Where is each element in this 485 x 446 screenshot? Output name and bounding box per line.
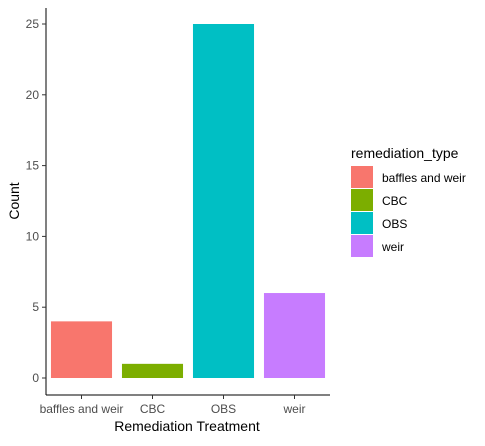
bar-cbc [121,363,184,378]
y-tick-label: 5 [32,300,39,314]
axes: 0 5 10 15 20 25 baffles and weir CBC OBS weir [26,8,330,416]
y-tick-label: 0 [32,371,39,385]
legend-label: baffles and weir [382,171,466,185]
x-tick-label: weir [282,402,305,416]
y-tick-label: 15 [26,159,40,173]
legend-key [351,189,373,211]
legend-key [351,166,373,188]
legend-label: OBS [382,217,407,231]
bar-weir [263,293,326,378]
y-tick-label: 10 [26,229,40,243]
legend-key [351,212,373,234]
x-tick-label: baffles and weir [40,402,124,416]
bar-baffles-and-weir [50,321,113,378]
legend-key [351,235,373,257]
x-axis-title: Remediation Treatment [114,418,260,434]
legend-label: CBC [382,194,408,208]
legend-label: weir [381,240,404,254]
y-tick-label: 20 [26,88,40,102]
legend: remediation_type baffles and weir CBC OBS w… [351,145,466,257]
x-tick-label: CBC [140,402,166,416]
y-axis-title: Count [6,182,22,219]
x-tick-label: OBS [211,402,236,416]
bar-obs [192,24,255,378]
plot-area [50,24,326,378]
legend-title: remediation_type [351,145,459,161]
y-tick-label: 25 [26,17,40,31]
